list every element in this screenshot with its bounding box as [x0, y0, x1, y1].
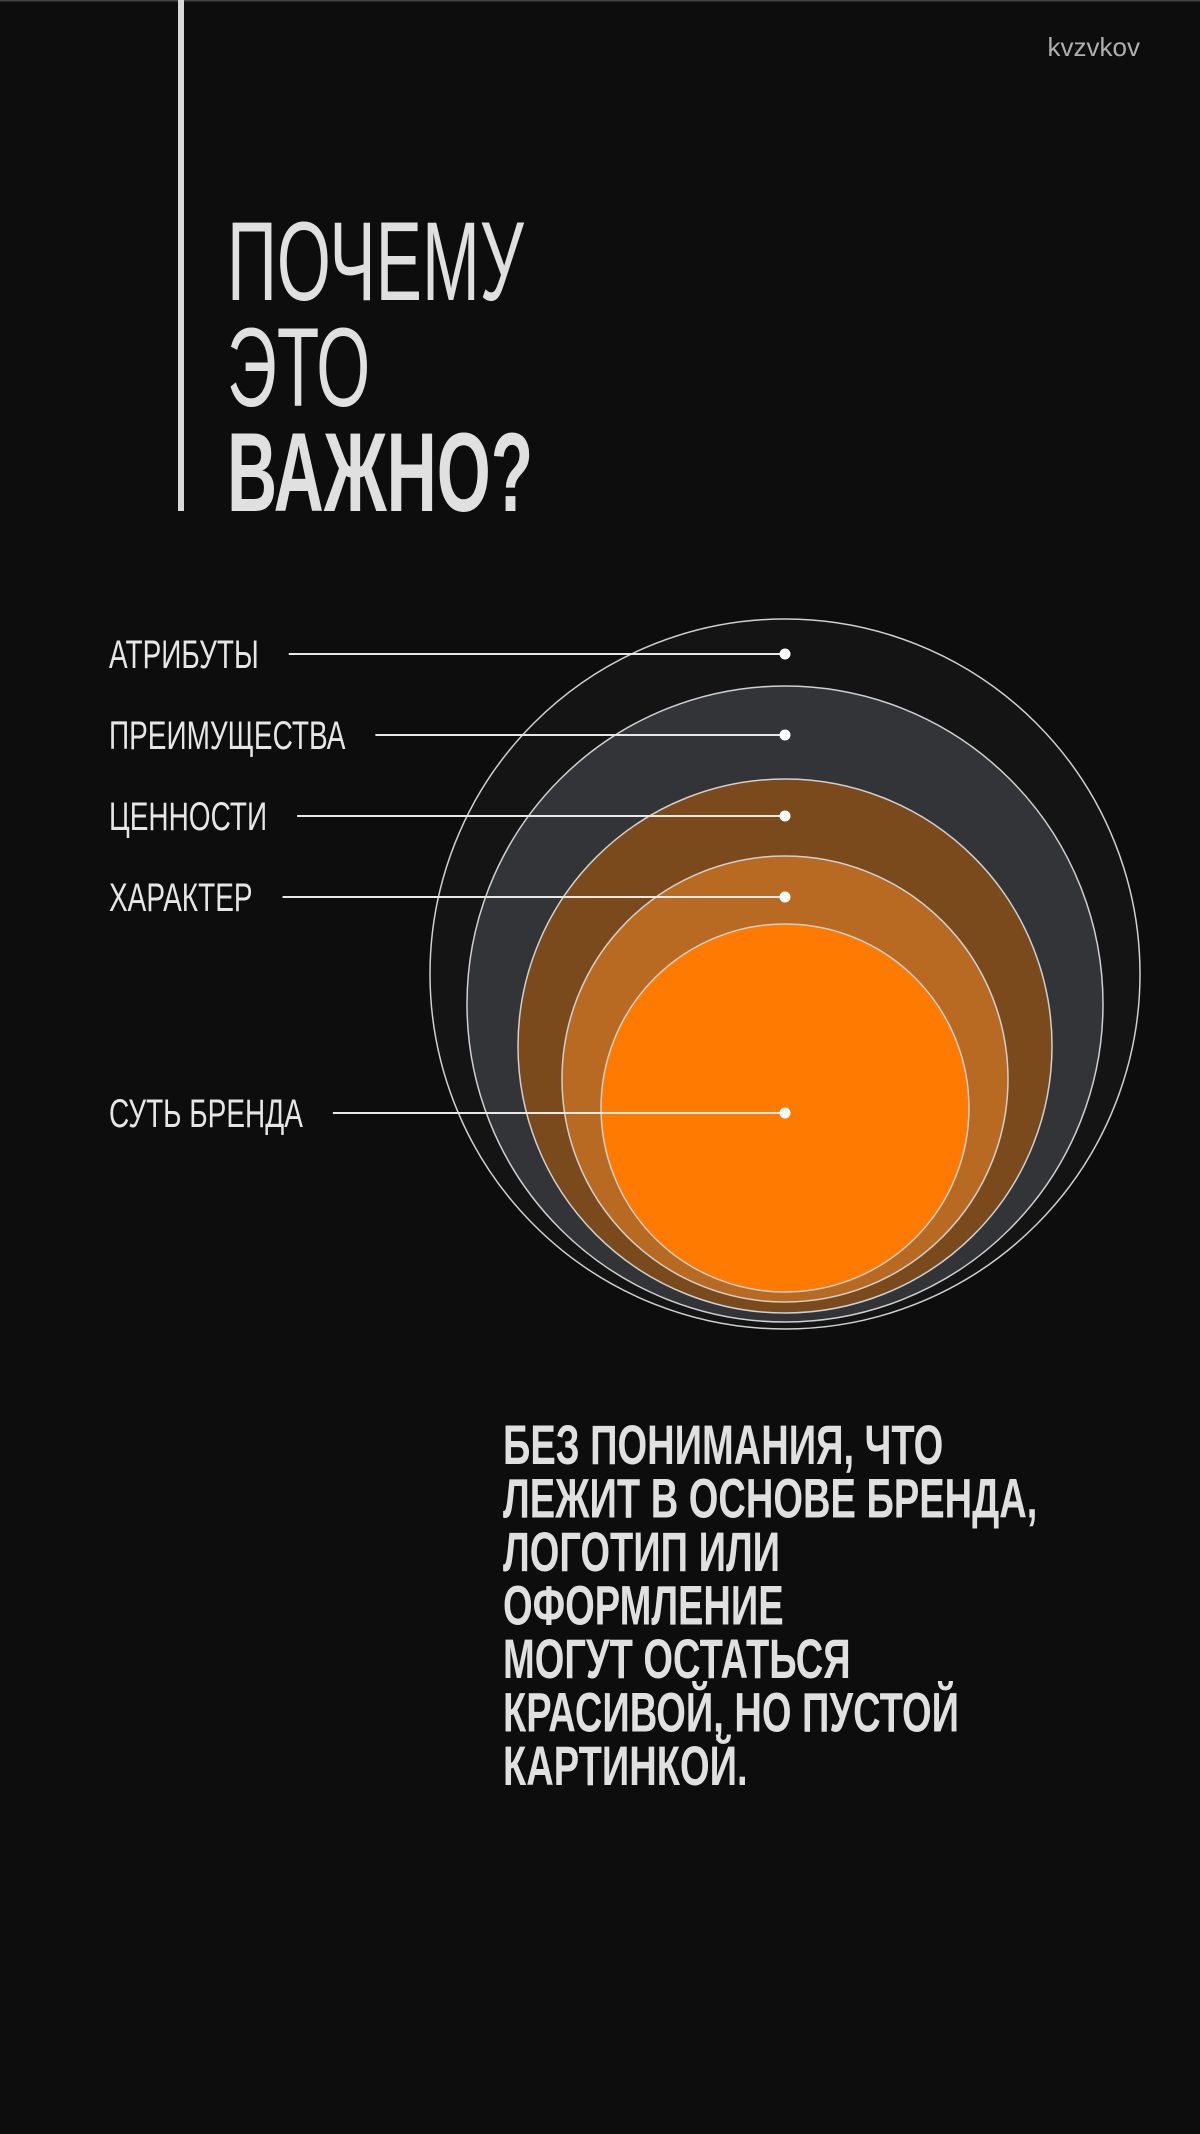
body-line: ЛЕЖИТ В ОСНОВЕ БРЕНДА, — [503, 1468, 1037, 1530]
title: ПОЧЕМУ ЭТО ВАЖНО? — [227, 199, 533, 535]
layer-label: ПРЕИМУЩЕСТВА — [109, 714, 345, 758]
layer-label: ХАРАКТЕР — [109, 876, 253, 920]
title-line: ВАЖНО? — [227, 410, 533, 535]
body-line: БЕЗ ПОНИМАНИЯ, ЧТО — [503, 1415, 943, 1477]
leader-dot — [779, 891, 791, 903]
layer: ЦЕННОСТИ — [109, 795, 791, 839]
layer-labels: АТРИБУТЫ ПРЕИМУЩЕСТВА ЦЕННОСТИ ХАРАКТЕР СУТЬ… — [109, 633, 791, 1136]
leader-dot — [779, 810, 791, 822]
body-line: ЛОГОТИП ИЛИ — [503, 1522, 780, 1584]
title-line: ЭТО — [227, 305, 370, 430]
layer-label: ЦЕННОСТИ — [109, 795, 267, 839]
accent-bar — [178, 0, 184, 511]
leader-dot — [779, 729, 791, 741]
circles — [429, 618, 1141, 1330]
author: kvzvkov — [1048, 32, 1140, 62]
layer: АТРИБУТЫ — [109, 633, 791, 677]
layer: ПРЕИМУЩЕСТВА — [109, 714, 791, 758]
body-line: КАРТИНКОЙ. — [503, 1734, 748, 1798]
title-line: ПОЧЕМУ — [227, 199, 525, 324]
layer-label: АТРИБУТЫ — [109, 633, 259, 677]
body-line: КРАСИВОЙ, НО ПУСТОЙ — [503, 1680, 959, 1744]
leader-dot — [779, 1107, 791, 1119]
layer: СУТЬ БРЕНДА — [109, 1092, 791, 1136]
body-line: ОФОРМЛЕНИЕ — [503, 1575, 784, 1637]
leader-dot — [779, 648, 791, 660]
top-edge — [0, 0, 1200, 2]
body-line: МОГУТ ОСТАТЬСЯ — [503, 1629, 851, 1691]
layer: ХАРАКТЕР — [109, 876, 791, 920]
layer-label: СУТЬ БРЕНДА — [109, 1092, 303, 1136]
